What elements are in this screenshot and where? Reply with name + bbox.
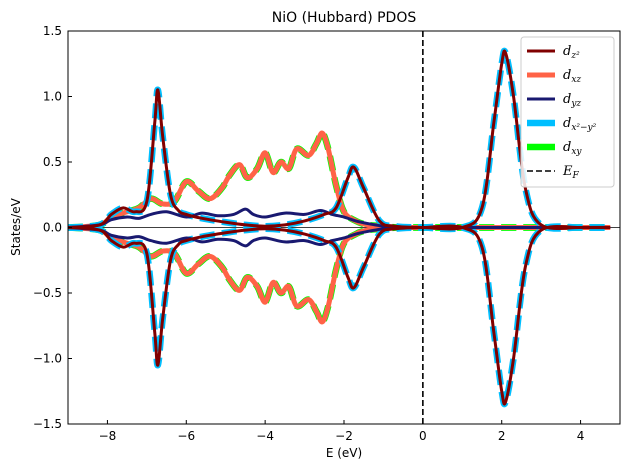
chart-title: NiO (Hubbard) PDOS [272, 10, 417, 26]
x-tick-label: −4 [256, 429, 274, 443]
series-line-dyz-up [68, 207, 611, 230]
plot-area [67, 30, 621, 425]
x-tick-label: −2 [335, 429, 353, 443]
legend-entry: dyz [527, 92, 581, 109]
legend-label: EF [562, 164, 580, 181]
legend: dz² dxz dyz dx²−y² dxy EF [520, 36, 615, 188]
legend-entry: dxz [527, 68, 581, 85]
y-tick-label: −1.0 [33, 352, 62, 366]
y-tick-label: 1.5 [43, 24, 62, 38]
legend-entry: dxy [527, 140, 582, 157]
y-tick-label: −0.5 [33, 286, 62, 300]
series-line-dz2-down [68, 224, 611, 406]
legend-label: dz² [563, 44, 580, 61]
series-line-dyz-down [68, 225, 611, 248]
y-tick-label: 0.5 [43, 155, 62, 169]
y-tick-label: 1.0 [43, 90, 62, 104]
series-line-dz2-up [68, 49, 611, 231]
x-tick-label: 4 [577, 429, 585, 443]
legend-label: dxz [563, 68, 581, 85]
legend-entry: dx²−y² [527, 116, 597, 133]
x-tick-label: −6 [177, 429, 195, 443]
legend-entry: dz² [527, 44, 580, 61]
x-axis: −8 −6 −4 −2 0 2 4 [99, 420, 585, 443]
x-tick-label: 2 [498, 429, 506, 443]
y-axis-label: States/eV [9, 197, 23, 255]
legend-label: dxy [563, 140, 582, 157]
series-layer [68, 31, 620, 424]
legend-entry: EF [527, 164, 580, 181]
y-tick-label: −1.5 [33, 417, 62, 431]
y-axis: −1.5 −1.0 −0.5 0.0 0.5 1.0 1.5 [33, 24, 72, 431]
x-tick-label: −8 [99, 429, 117, 443]
legend-label: dyz [563, 92, 581, 109]
x-tick-label: 0 [419, 429, 427, 443]
y-tick-label: 0.0 [43, 221, 62, 235]
x-axis-label: E (eV) [326, 446, 362, 460]
legend-label: dx²−y² [563, 116, 597, 133]
